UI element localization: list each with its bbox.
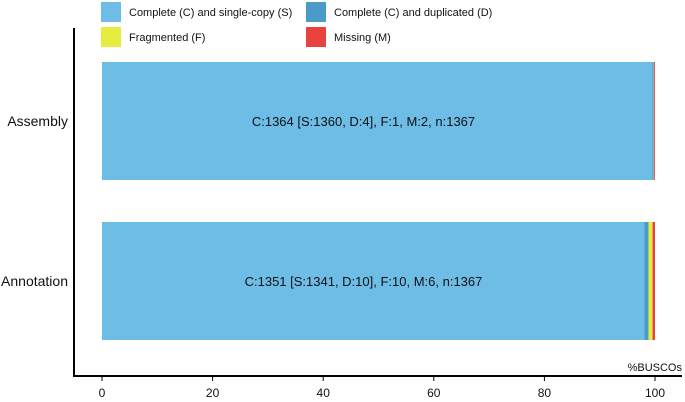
legend-swatch-missing-m — [306, 27, 326, 47]
x-tick-label-80: 80 — [538, 386, 552, 400]
legend-item-complete-c-and-duplicated-d: Complete (C) and duplicated (D) — [306, 2, 492, 22]
category-label-assembly: Assembly — [7, 113, 68, 129]
axes: 0 20 40 60 80 100 %BUSCOs — [73, 28, 682, 400]
bar-annotation-assembly: C:1364 [S:1360, D:4], F:1, M:2, n:1367 — [252, 114, 475, 129]
x-tick-label-100: 100 — [645, 386, 665, 400]
legend-item-missing-m: Missing (M) — [306, 27, 391, 47]
legend-swatch-complete-c-and-duplicated-d — [306, 2, 326, 22]
legend-label-complete-c-and-single-copy-s: Complete (C) and single-copy (S) — [129, 7, 292, 19]
bar-annotation-annotation: C:1351 [S:1341, D:10], F:10, M:6, n:1367 — [245, 274, 483, 289]
bar-group-annotation: C:1351 [S:1341, D:10], F:10, M:6, n:1367… — [1, 222, 655, 340]
bars-area: C:1364 [S:1360, D:4], F:1, M:2, n:1367 As… — [1, 62, 655, 340]
bar-segment-assembly-fragmented-f — [653, 62, 655, 180]
bar-segment-annotation-fragmented-f — [648, 222, 653, 340]
legend-swatch-complete-c-and-single-copy-s — [101, 2, 121, 22]
legend-swatch-fragmented-f — [101, 27, 121, 47]
x-tick-label-40: 40 — [317, 386, 331, 400]
bar-segment-annotation-missing-m — [652, 222, 655, 340]
bar-segment-assembly-complete-c-and-single-copy-s — [102, 62, 653, 180]
x-tick-label-60: 60 — [427, 386, 441, 400]
legend-item-complete-c-and-single-copy-s: Complete (C) and single-copy (S) — [101, 2, 292, 22]
legend-label-missing-m: Missing (M) — [334, 32, 391, 44]
x-tick-label-0: 0 — [99, 386, 106, 400]
category-label-annotation: Annotation — [1, 273, 68, 289]
bar-group-assembly: C:1364 [S:1360, D:4], F:1, M:2, n:1367 As… — [7, 62, 655, 180]
legend-label-fragmented-f: Fragmented (F) — [129, 32, 205, 44]
bar-segment-annotation-complete-c-and-single-copy-s — [102, 222, 645, 340]
legend-item-fragmented-f: Fragmented (F) — [101, 27, 205, 47]
x-axis-title: %BUSCOs — [628, 362, 683, 374]
legend: Complete (C) and single-copy (S) Complete… — [101, 2, 492, 47]
x-tick-label-20: 20 — [206, 386, 220, 400]
bar-segment-assembly-complete-c-and-duplicated-d — [652, 62, 654, 180]
legend-label-complete-c-and-duplicated-d: Complete (C) and duplicated (D) — [334, 7, 492, 19]
bar-segment-annotation-complete-c-and-duplicated-d — [644, 222, 649, 340]
bar-segment-assembly-missing-m — [654, 62, 655, 180]
